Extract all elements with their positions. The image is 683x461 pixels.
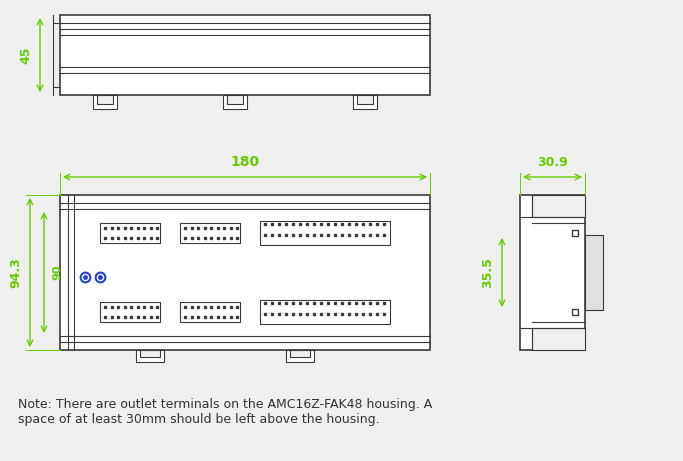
Bar	[180, 223, 240, 243]
Bar	[97, 95, 113, 104]
Bar	[260, 300, 390, 324]
Bar	[100, 223, 160, 243]
Bar	[532, 328, 585, 350]
Text: 180: 180	[230, 155, 260, 169]
Bar	[227, 95, 243, 104]
Text: 94.3: 94.3	[9, 257, 22, 288]
Bar	[93, 95, 117, 109]
Bar	[353, 95, 377, 109]
Bar	[223, 95, 247, 109]
Bar	[60, 15, 430, 95]
Text: 45: 45	[19, 46, 32, 64]
Bar	[520, 195, 585, 350]
Text: 90: 90	[52, 265, 62, 280]
Bar	[180, 302, 240, 322]
Text: 35.5: 35.5	[481, 257, 494, 288]
Bar	[140, 350, 160, 357]
Bar	[60, 195, 430, 350]
Text: Note: There are outlet terminals on the AMC16Z-FAK48 housing. A
space of at leas: Note: There are outlet terminals on the …	[18, 398, 432, 426]
Bar	[585, 235, 603, 310]
Bar	[532, 195, 585, 217]
Bar	[260, 221, 390, 245]
Bar	[100, 302, 160, 322]
Bar	[290, 350, 310, 357]
Bar	[357, 95, 373, 104]
Bar	[286, 350, 314, 362]
Text: 30.9: 30.9	[537, 156, 568, 169]
Bar	[136, 350, 164, 362]
